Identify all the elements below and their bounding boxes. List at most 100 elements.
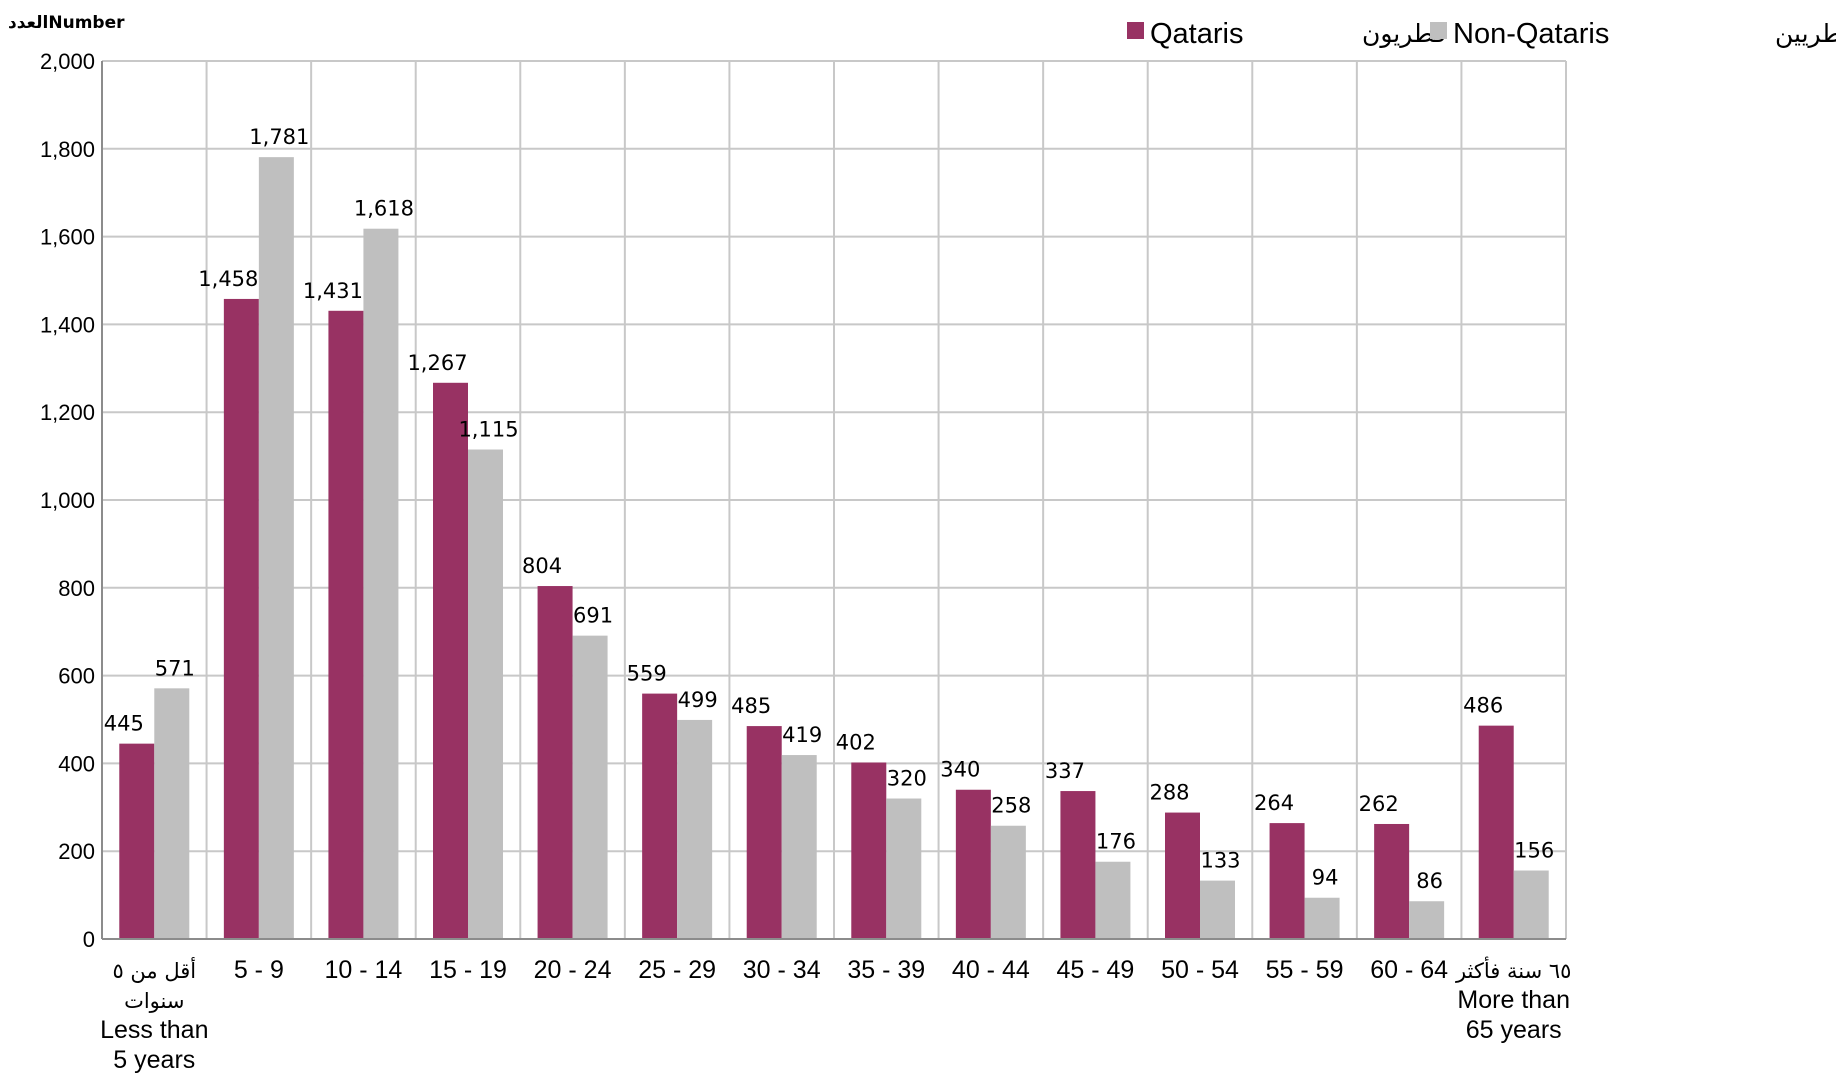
data-label-non-qataris: 1,781 xyxy=(249,125,309,149)
legend-label-non-qataris: Non-Qataris xyxy=(1453,18,1609,50)
data-labels: 445 1,458 1,431 1,267 804 559 485 402 340 337 288 2… xyxy=(104,125,1555,893)
y-axis-ticks: 0 200 400 600 800 1,000 1,200 1,400 1,600 1,800 2,… xyxy=(40,49,95,952)
data-label-qataris: 486 xyxy=(1463,694,1503,718)
y-tick-label: 800 xyxy=(58,576,95,601)
y-tick-label: 1,800 xyxy=(40,137,95,162)
bar-non-qataris xyxy=(886,798,922,939)
data-label-non-qataris: 156 xyxy=(1514,839,1554,863)
bar-non-qataris xyxy=(1095,861,1131,939)
y-tick-label: 200 xyxy=(58,839,95,864)
data-label-non-qataris: 691 xyxy=(573,604,613,628)
data-label-non-qataris: 499 xyxy=(678,688,718,712)
bar-non-qataris xyxy=(990,825,1026,939)
x-category-label-ar: أقل من ٥ xyxy=(112,957,196,983)
data-label-qataris: 485 xyxy=(731,694,771,718)
x-category-label: 5 - 9 xyxy=(234,956,284,984)
x-category-label: 20 - 24 xyxy=(534,956,612,984)
bar-qataris xyxy=(1374,823,1410,939)
x-category-label: 40 - 44 xyxy=(952,956,1030,984)
x-category-label-ar: سنوات xyxy=(124,989,184,1013)
bar-qataris xyxy=(433,382,468,939)
bar-non-qataris xyxy=(363,228,399,939)
bar-non-qataris xyxy=(572,635,608,939)
data-label-qataris: 340 xyxy=(940,758,980,782)
bar-non-qataris xyxy=(1513,870,1549,939)
data-label-qataris: 337 xyxy=(1045,759,1085,783)
y-tick-label: 1,200 xyxy=(40,400,95,425)
data-label-qataris: 1,267 xyxy=(407,351,467,375)
data-label-qataris: 262 xyxy=(1359,792,1399,816)
axes xyxy=(101,61,1566,940)
bar-qataris xyxy=(851,762,887,939)
data-label-non-qataris: 419 xyxy=(782,723,822,747)
legend-label-qataris: Qataris xyxy=(1150,18,1243,50)
x-category-label: 35 - 39 xyxy=(847,956,925,984)
legend-swatch-qataris xyxy=(1127,22,1144,39)
bar-qataris xyxy=(642,693,678,939)
bar-non-qataris xyxy=(1304,897,1340,939)
data-label-qataris: 804 xyxy=(522,554,562,578)
x-category-label: 10 - 14 xyxy=(325,956,403,984)
legend-label-non-qataris-ar: غير قطريين xyxy=(1775,19,1836,48)
x-category-label: 45 - 49 xyxy=(1057,956,1135,984)
bar-qataris xyxy=(1478,725,1514,939)
data-label-non-qataris: 94 xyxy=(1312,866,1339,890)
bar-qataris xyxy=(1060,791,1096,939)
bar-non-qataris xyxy=(677,719,713,939)
data-label-qataris: 445 xyxy=(104,712,144,736)
bars xyxy=(119,157,1549,940)
data-label-non-qataris: 571 xyxy=(155,656,195,680)
bar-non-qataris xyxy=(258,157,294,940)
x-category-label: 60 - 64 xyxy=(1370,956,1448,984)
x-category-label: Less than xyxy=(100,1016,208,1044)
y-tick-label: 1,400 xyxy=(40,312,95,337)
legend-swatch-non-qataris xyxy=(1430,22,1447,39)
data-label-qataris: 1,431 xyxy=(303,279,363,303)
data-label-qataris: 264 xyxy=(1254,791,1294,815)
x-category-label: 50 - 54 xyxy=(1161,956,1239,984)
x-category-label: 15 - 19 xyxy=(429,956,507,984)
y-tick-label: 1,600 xyxy=(40,225,95,250)
y-tick-label: 600 xyxy=(58,664,95,689)
y-tick-label: 400 xyxy=(58,751,95,776)
bar-non-qataris xyxy=(1200,880,1235,939)
bar-qataris xyxy=(746,726,782,939)
x-category-label: 25 - 29 xyxy=(638,956,716,984)
bar-qataris xyxy=(537,586,573,939)
x-category-label: 65 years xyxy=(1466,1016,1562,1044)
legend: Qataris قطريون Non-Qataris غير قطريين xyxy=(1127,18,1836,50)
bar-qataris xyxy=(328,310,364,939)
data-label-non-qataris: 86 xyxy=(1416,869,1443,893)
bar-qataris xyxy=(119,743,155,939)
bar-non-qataris xyxy=(781,755,817,939)
data-label-non-qataris: 1,115 xyxy=(458,418,518,442)
x-category-label: 5 years xyxy=(113,1046,195,1074)
data-label-non-qataris: 320 xyxy=(887,767,927,791)
data-label-non-qataris: 133 xyxy=(1200,849,1240,873)
y-tick-label: 0 xyxy=(83,927,95,952)
data-label-qataris: 288 xyxy=(1149,781,1189,805)
x-category-label-ar: ٦٥ سنة فأكثر xyxy=(1455,956,1571,983)
data-label-non-qataris: 1,618 xyxy=(354,197,414,221)
bar-qataris xyxy=(955,789,991,939)
gridlines xyxy=(102,60,1567,939)
data-label-qataris: 402 xyxy=(836,731,876,755)
x-category-label: 30 - 34 xyxy=(743,956,821,984)
bar-non-qataris xyxy=(1409,901,1445,939)
bar-non-qataris xyxy=(468,449,503,939)
data-label-non-qataris: 176 xyxy=(1096,830,1136,854)
x-category-label: More than xyxy=(1457,986,1570,1014)
bar-qataris xyxy=(1165,812,1200,939)
bar-non-qataris xyxy=(154,688,190,939)
data-label-non-qataris: 258 xyxy=(991,794,1031,818)
y-tick-label: 2,000 xyxy=(40,49,95,74)
x-category-label: 55 - 59 xyxy=(1266,956,1344,984)
data-label-qataris: 1,458 xyxy=(198,267,258,291)
data-label-qataris: 559 xyxy=(627,662,667,686)
y-tick-label: 1,000 xyxy=(40,488,95,513)
y-axis-label: العددNumber xyxy=(8,13,125,33)
bar-qataris xyxy=(1269,823,1305,939)
bar-qataris xyxy=(223,298,259,939)
